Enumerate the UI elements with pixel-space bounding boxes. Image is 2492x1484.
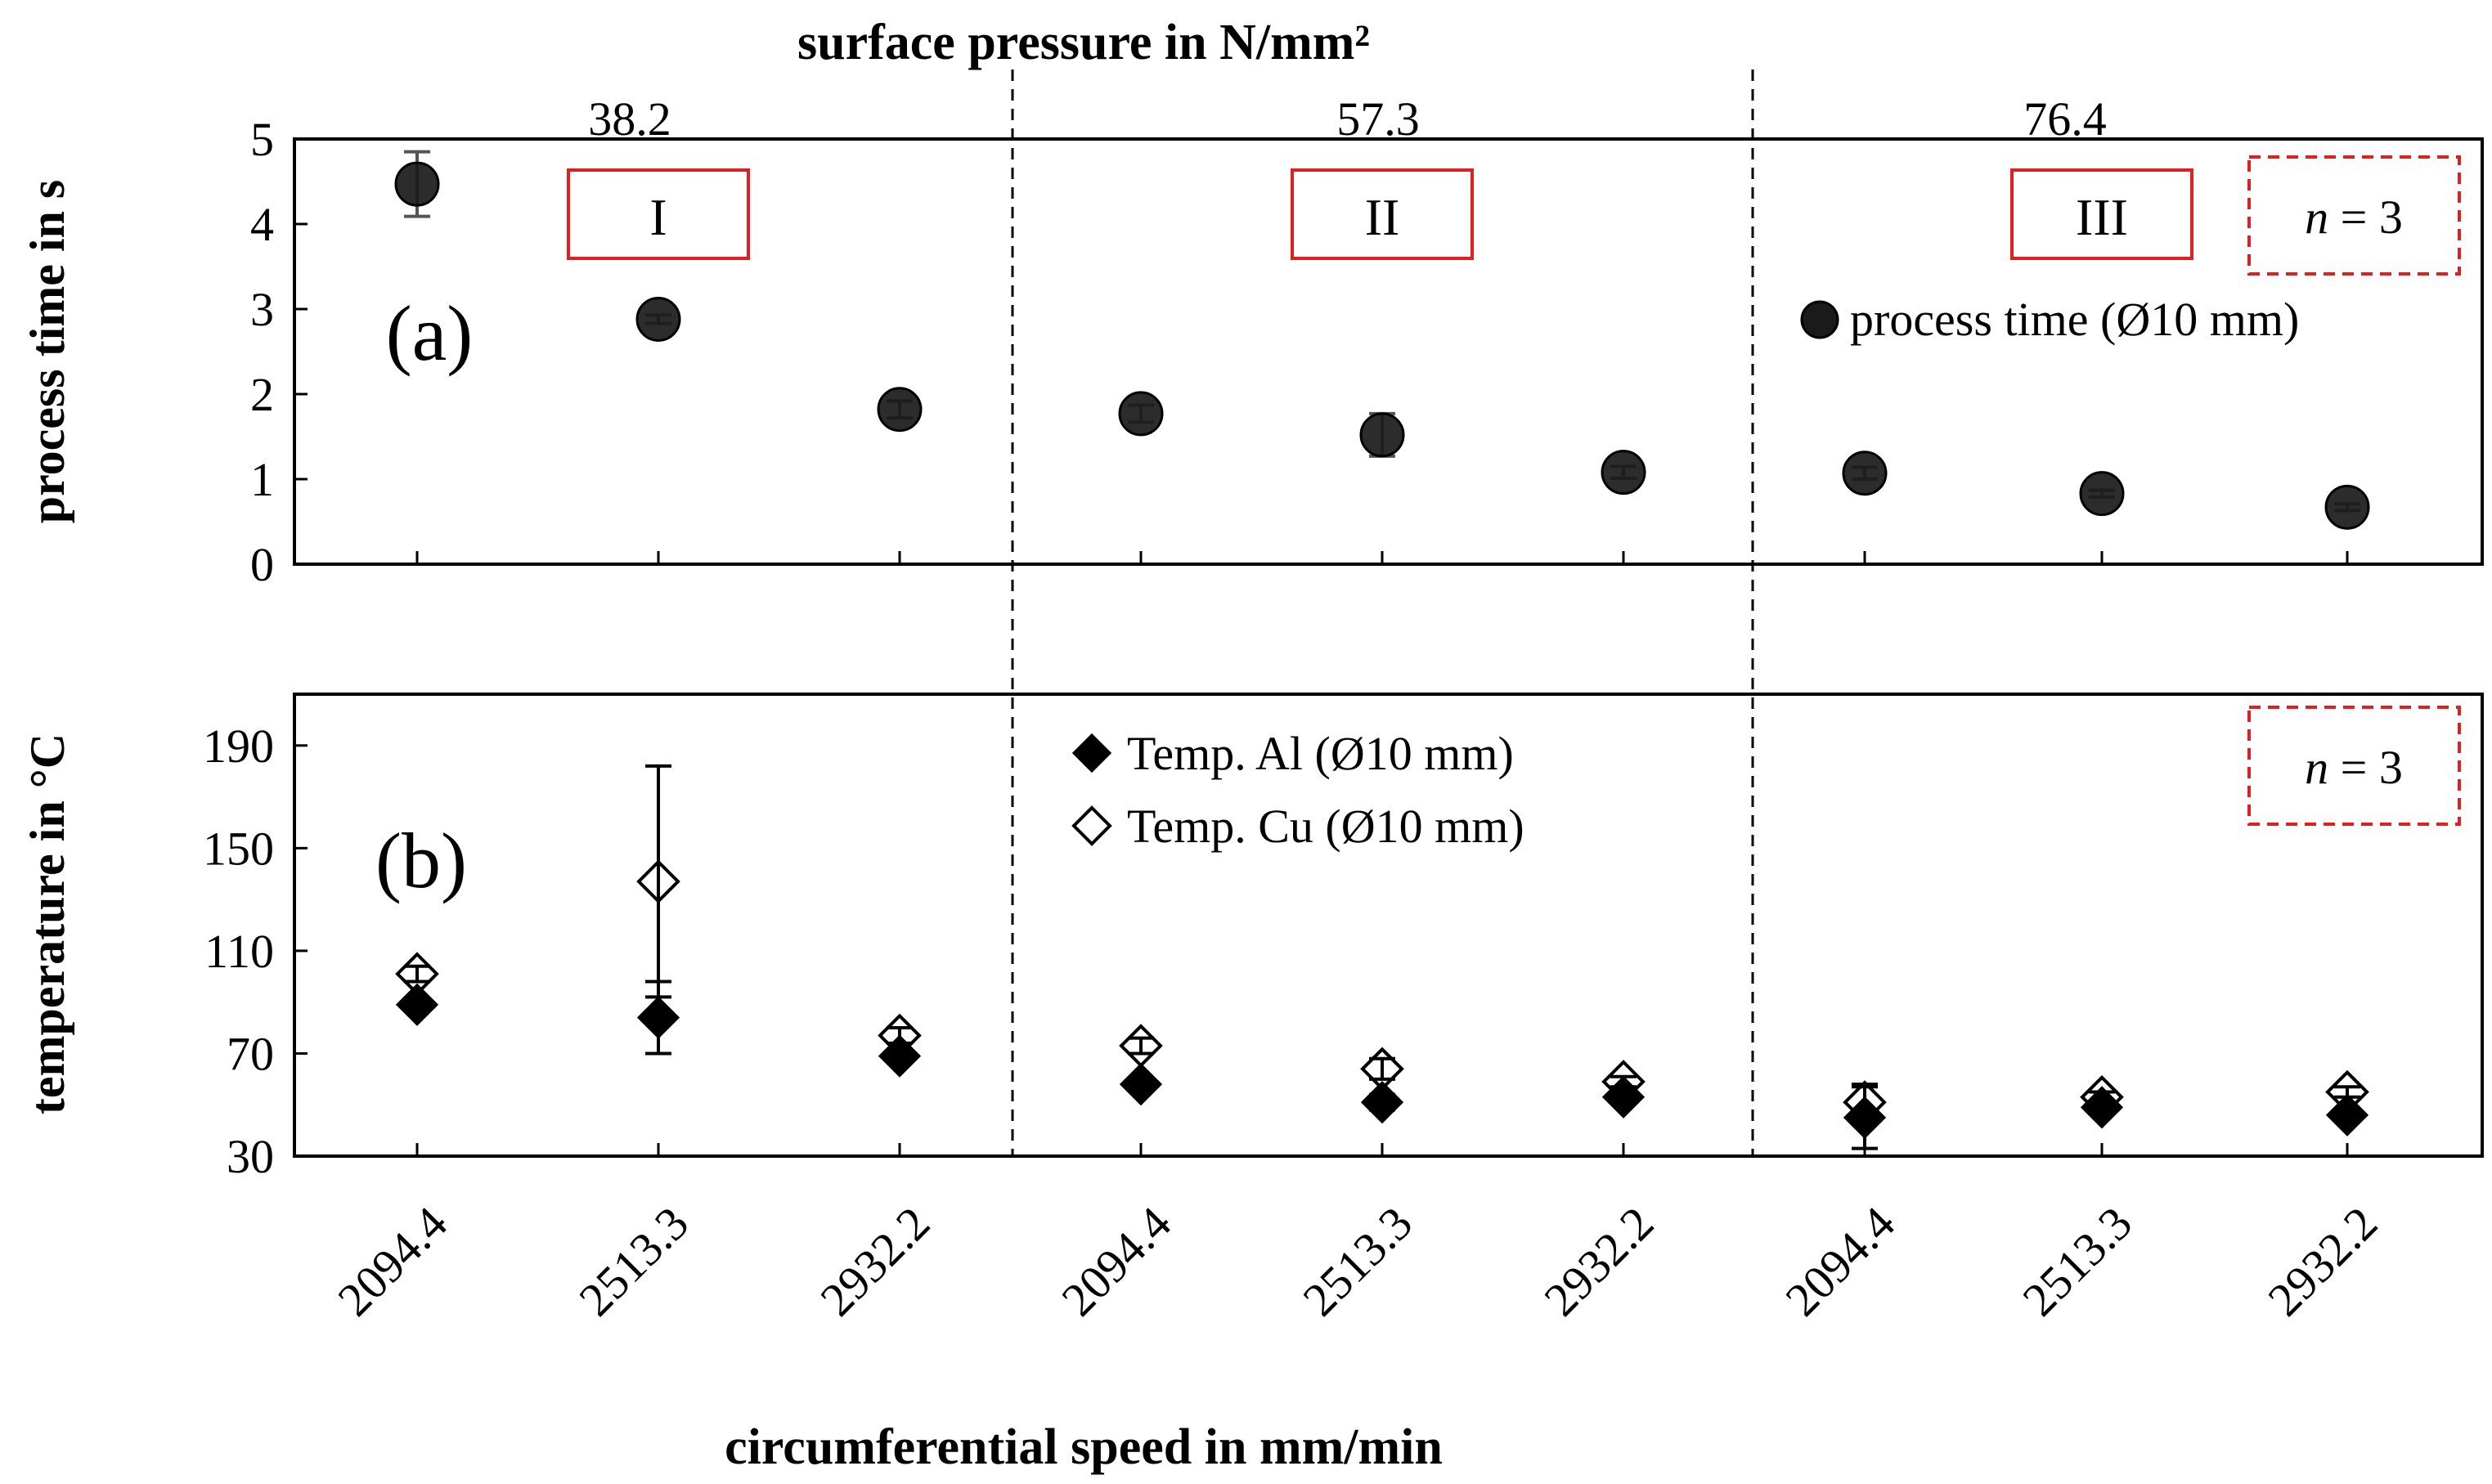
panel-b-label: (b) xyxy=(375,817,467,904)
legend-b-al-marker xyxy=(1071,733,1112,773)
data-point-b-1-8 xyxy=(2325,1069,2369,1114)
data-point-b-1-1 xyxy=(636,859,680,903)
panel-a-y-tick-label: 5 xyxy=(250,113,274,166)
data-point-a-0-8 xyxy=(2324,484,2370,530)
data-point-a-0-3 xyxy=(1118,391,1164,437)
top-axis-title: surface pressure in N/mm² xyxy=(797,15,1370,70)
data-point-a-0-6 xyxy=(1842,451,1888,496)
error-bar-b-1-5 xyxy=(1610,1074,1637,1089)
pressure-label-2: 57.3 xyxy=(1336,92,1420,146)
panel-a-y-ticks: 0 1 2 3 4 5 xyxy=(250,113,308,591)
data-point-a-0-7 xyxy=(2079,471,2125,517)
panel-a: process time in s (a) 0 1 2 3 4 5 I II III n … xyxy=(20,113,2484,591)
x-tick-label: 2932.2 xyxy=(810,1196,940,1326)
data-point-b-1-6 xyxy=(1843,1080,1887,1124)
panel-b-y-tick-label: 70 xyxy=(227,1027,274,1080)
panel-b-y-tick-label: 150 xyxy=(203,822,274,875)
x-tick-label: 2932.2 xyxy=(2257,1196,2387,1326)
panel-b-y-axis-title: temperature in °C xyxy=(20,733,74,1114)
x-tick-label: 2513.3 xyxy=(2012,1196,2142,1326)
x-tick-label: 2094.4 xyxy=(1775,1196,1905,1326)
data-point-b-0-0 xyxy=(395,983,439,1026)
panel-a-label: (a) xyxy=(386,289,474,377)
panel-b: temperature in °C (b) 30 70 110 150 190 n = … xyxy=(20,693,2484,1183)
legend-b-cu-marker xyxy=(1071,805,1112,846)
panel-a-x-ticks xyxy=(415,551,2349,564)
panel-b-frame xyxy=(293,693,2484,1158)
region-label-3: III xyxy=(2076,188,2128,246)
panel-a-y-tick-label: 4 xyxy=(250,198,274,251)
panel-b-y-tick-label: 190 xyxy=(203,720,274,773)
pressure-label-1: 38.2 xyxy=(588,92,671,146)
data-point-b-0-8 xyxy=(2325,1093,2369,1137)
data-point-b-0-1 xyxy=(636,996,680,1039)
panel-b-x-ticks xyxy=(415,1143,2349,1156)
data-point-b-1-7 xyxy=(2080,1074,2124,1119)
panel-b-y-ticks: 30 70 110 150 190 xyxy=(203,720,308,1183)
region-box-1 xyxy=(567,168,750,260)
data-point-a-0-2 xyxy=(877,387,923,433)
data-point-b-1-4 xyxy=(1360,1047,1404,1092)
x-tick-label: 2513.3 xyxy=(568,1196,698,1326)
sample-size-label-a: n = 3 xyxy=(2305,191,2403,244)
x-tick-label: 2094.4 xyxy=(1051,1196,1181,1326)
panel-a-y-tick-label: 1 xyxy=(250,453,274,506)
pressure-label-3: 76.4 xyxy=(2023,92,2107,146)
legend-a-label: process time (Ø10 mm) xyxy=(1850,293,2299,346)
data-point-b-1-3 xyxy=(1119,1024,1163,1068)
region-box-3 xyxy=(2010,168,2193,260)
error-bar-b-1-4 xyxy=(1369,1056,1395,1081)
region-label-1: I xyxy=(649,188,667,246)
data-point-a-0-5 xyxy=(1601,450,1646,495)
legend-a-marker xyxy=(1800,300,1839,339)
data-point-b-1-2 xyxy=(878,1013,922,1058)
sample-size-box-b xyxy=(2247,706,2461,826)
error-bar-b-1-1 xyxy=(645,764,671,999)
data-point-b-1-0 xyxy=(395,952,439,996)
x-axis-title: circumferential speed in mm/min xyxy=(725,1419,1443,1475)
data-point-b-0-4 xyxy=(1360,1080,1404,1124)
error-bar-b-1-8 xyxy=(2334,1085,2360,1099)
legend-b-al-label: Temp. Al (Ø10 mm) xyxy=(1127,727,1514,780)
panel-b-y-tick-label: 110 xyxy=(204,925,274,978)
panel-a-frame xyxy=(293,137,2484,566)
panel-a-y-tick-label: 3 xyxy=(250,283,274,336)
data-point-b-0-3 xyxy=(1119,1062,1163,1106)
panel-b-points xyxy=(395,764,2369,1150)
sample-size-box-a xyxy=(2247,155,2461,276)
panel-a-points xyxy=(394,150,2370,530)
data-point-a-0-0 xyxy=(394,161,440,207)
data-point-a-0-4 xyxy=(1359,412,1405,458)
error-bar-b-1-2 xyxy=(887,1026,913,1045)
error-bar-b-1-0 xyxy=(404,964,430,984)
legend-b-cu-label: Temp. Cu (Ø10 mm) xyxy=(1127,800,1524,853)
region-box-2 xyxy=(1291,168,1474,260)
x-tick-labels: 2094.4 2513.3 2932.2 2094.4 2513.3 2932.2 2094… xyxy=(327,1196,2387,1326)
error-bar-b-1-7 xyxy=(2089,1090,2115,1105)
data-point-b-1-5 xyxy=(1601,1060,1646,1104)
sample-size-label-b: n = 3 xyxy=(2305,741,2403,794)
x-tick-label: 2932.2 xyxy=(1533,1196,1664,1326)
data-point-a-0-1 xyxy=(635,296,681,342)
x-tick-label: 2513.3 xyxy=(1292,1196,1422,1326)
panel-a-y-tick-label: 0 xyxy=(250,538,274,591)
x-tick-label: 2094.4 xyxy=(327,1196,457,1326)
panel-a-y-axis-title: process time in s xyxy=(20,180,74,524)
error-bar-b-1-3 xyxy=(1128,1036,1154,1056)
panel-b-y-tick-label: 30 xyxy=(227,1130,274,1183)
region-label-2: II xyxy=(1365,188,1400,246)
panel-a-y-tick-label: 2 xyxy=(250,368,274,421)
